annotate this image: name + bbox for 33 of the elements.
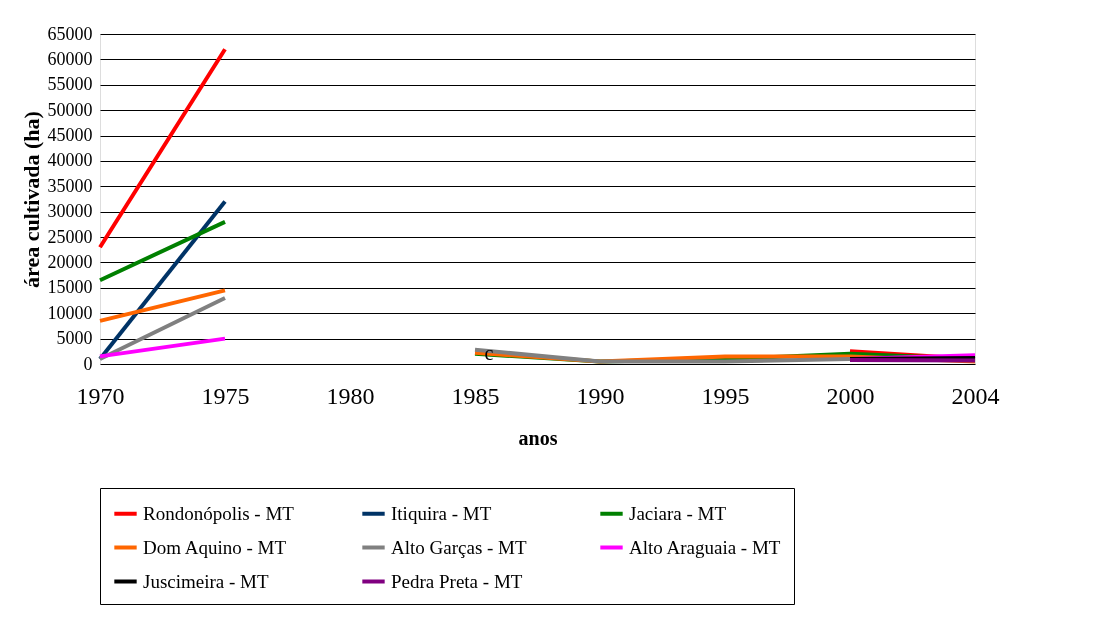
y-tick-label: 40000 (47, 150, 93, 171)
y-tick-label: 30000 (47, 201, 93, 222)
x-tick-label: 2000 (826, 382, 875, 409)
legend-label: Pedra Preta - MT (391, 570, 523, 592)
legend-label: Juscimeira - MT (143, 570, 269, 592)
y-tick-label: 45000 (47, 125, 93, 146)
y-tick-label: 5000 (56, 328, 93, 349)
legend-label: Itiquira - MT (391, 502, 492, 524)
legend-label: Alto Araguaia - MT (629, 536, 781, 558)
legend-label: Jaciara - MT (629, 502, 727, 524)
x-tick-label: 1980 (326, 382, 375, 409)
x-tick-label: 1985 (451, 382, 500, 409)
y-tick-label: 50000 (47, 99, 93, 120)
y-tick-label: 60000 (47, 48, 93, 69)
y-axis-title: área cultivada (ha) (18, 111, 44, 288)
x-axis-title: anos (518, 426, 558, 449)
legend-label: Alto Garças - MT (391, 536, 527, 558)
x-tick-label: 1970 (76, 382, 125, 409)
x-tick-label: 1995 (701, 382, 750, 409)
annotation: c (484, 341, 494, 364)
x-tick-label: 2004 (951, 382, 1000, 409)
x-tick-label: 1975 (201, 382, 250, 409)
y-tick-label: 10000 (47, 302, 93, 323)
legend-label: Rondonópolis - MT (143, 502, 295, 524)
y-tick-label: 55000 (47, 74, 93, 95)
y-tick-label: 25000 (47, 226, 93, 247)
x-tick-label: 1990 (576, 382, 625, 409)
y-tick-label: 20000 (47, 251, 93, 272)
y-tick-label: 65000 (47, 23, 93, 44)
y-tick-label: 35000 (47, 175, 93, 196)
y-tick-label: 0 (83, 353, 93, 374)
legend-label: Dom Aquino - MT (143, 536, 287, 558)
y-tick-label: 15000 (47, 277, 93, 298)
